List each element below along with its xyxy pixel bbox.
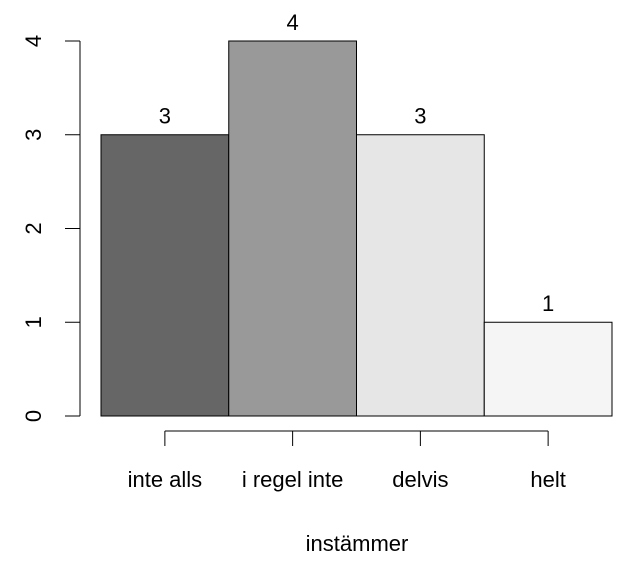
y-tick-label: 3 <box>21 129 46 141</box>
bar <box>100 134 230 417</box>
y-tick-label: 2 <box>21 222 46 234</box>
x-axis-title: instämmer <box>306 531 409 556</box>
x-tick-label: delvis <box>392 467 448 492</box>
value-label: 1 <box>542 291 554 316</box>
value-label: 3 <box>159 104 171 129</box>
y-tick-label: 1 <box>21 316 46 328</box>
y-tick-label: 0 <box>21 410 46 422</box>
value-label: 4 <box>287 10 299 35</box>
bar <box>228 40 357 417</box>
y-tick-label: 4 <box>21 35 46 47</box>
x-tick-label: inte alls <box>128 467 203 492</box>
x-tick-label: helt <box>530 467 565 492</box>
bar <box>356 134 485 417</box>
x-tick-label: i regel inte <box>242 467 344 492</box>
bar <box>483 321 613 417</box>
value-label: 3 <box>414 104 426 129</box>
